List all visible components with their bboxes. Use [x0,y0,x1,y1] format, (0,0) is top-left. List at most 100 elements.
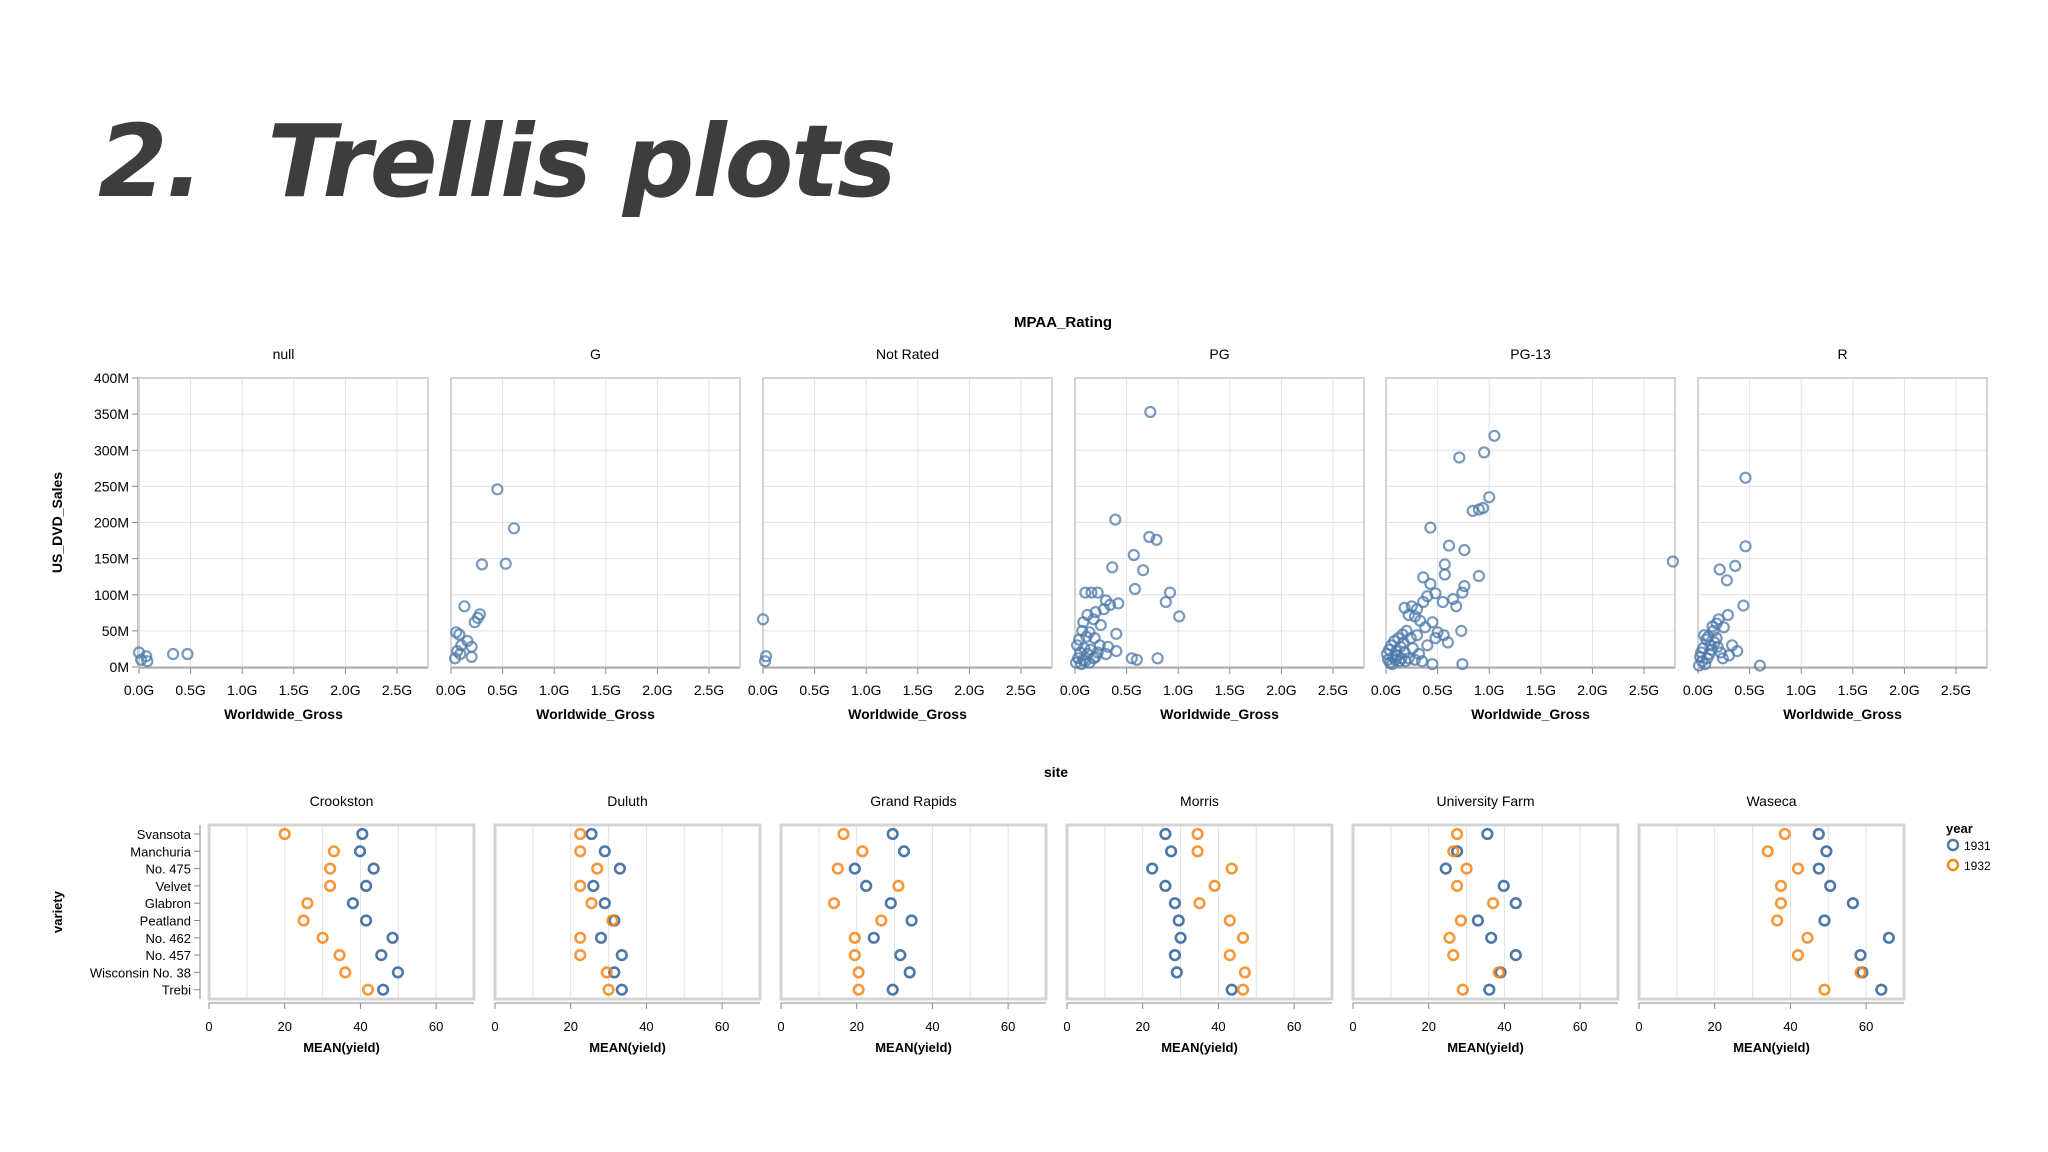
facet-label: PG [1209,346,1229,362]
data-point-1932 [1450,827,1464,841]
x-tick-label: 0.5G [175,682,205,698]
y-tick-label: No. 462 [145,931,191,946]
data-point-1932 [574,827,587,841]
data-point [1402,608,1415,622]
data-point-1932 [1486,897,1500,910]
data-point-1932 [361,983,375,996]
data-point-1932 [837,827,850,841]
x-axis-label: Worldwide_Gross [1471,706,1590,722]
data-point-1931 [1146,862,1159,875]
data-point [449,652,462,665]
x-tick-label: 2.5G [1941,682,1971,698]
data-point-1931 [1824,879,1837,893]
x-axis-label: Worldwide_Gross [224,706,343,722]
data-point-1931 [615,948,628,962]
data-point [756,613,770,626]
data-point-1931 [356,827,369,841]
slide-title: 2. Trellis plots [98,103,897,220]
panel-frame [493,823,762,1001]
facet-label: Morris [1180,793,1219,809]
data-point [1472,569,1486,583]
data-point [507,522,521,535]
data-point [1450,600,1463,613]
data-point [181,647,194,661]
facet-label: PG-13 [1510,346,1551,362]
data-point-1931 [360,914,373,927]
x-axis-label: Worldwide_Gross [1160,706,1279,722]
data-point [1739,540,1752,553]
data-point-1932 [1791,948,1805,962]
data-point [1466,504,1479,517]
data-point [1094,618,1107,632]
data-point [1106,561,1119,574]
x-axis-label: Worldwide_Gross [1783,706,1902,722]
facet-panel-pg-13: PG-13 0.0G 0.5G 1.0G 1.5G 2.0G 2.5G Worldwide_G… [1371,346,1680,722]
data-point [759,650,773,663]
data-point-1932 [574,931,587,944]
y-tick-label: Manchuria [130,844,191,859]
x-tick-label: 20 [277,1019,291,1034]
data-point [1731,644,1744,658]
data-point-1931 [1820,845,1833,858]
x-tick-label: 1.5G [279,682,309,698]
data-point-1931 [886,983,899,996]
data-point-1932 [297,914,310,927]
facet-label: Grand Rapids [870,793,956,809]
panel-frame [207,823,476,1001]
x-tick-label: 0.5G [487,682,517,698]
y-tick-label: 350M [94,406,129,422]
y-tick-label: Svansota [137,827,192,842]
y-tick-label: Velvet [156,879,192,894]
y-tick-label: Wisconsin No. 38 [90,965,191,980]
data-point [1710,617,1723,630]
x-tick-label: 20 [563,1019,577,1034]
x-tick-label: 60 [1001,1019,1015,1034]
x-tick-label: 0.0G [1683,682,1713,698]
facet-label: null [273,346,295,362]
legend-symbol-1932 [1946,858,1960,872]
x-tick-label: 2.5G [694,682,724,698]
x-tick-label: 1.0G [539,682,569,698]
x-tick-label: 60 [715,1019,729,1034]
x-tick-label: 0.0G [1060,682,1090,698]
data-point-1932 [875,914,888,927]
data-point-1931 [1174,931,1187,944]
data-point-1931 [1875,983,1888,996]
data-point [1429,631,1442,645]
x-tick-label: 0.0G [1371,682,1401,698]
data-point [1127,548,1140,562]
data-point [1483,491,1496,504]
panel-frame [1637,823,1906,1001]
x-tick-label: 0 [1063,1019,1070,1034]
data-point-1932 [327,845,341,858]
data-point [1699,657,1712,671]
data-point [1110,644,1123,658]
data-point-1931 [360,879,373,893]
y-tick-label: No. 457 [145,948,191,963]
data-point-1931 [1164,845,1178,858]
x-tick-label: 1.5G [1215,682,1245,698]
x-tick-label: 20 [1707,1019,1721,1034]
x-tick-label: 0 [491,1019,498,1034]
data-point [1144,405,1157,419]
x-tick-label: 0.5G [1422,682,1452,698]
data-point [1109,513,1122,526]
data-point-1932 [848,948,861,962]
x-axis-label: MEAN(yield) [1733,1040,1810,1055]
facet-panel-duluth: Duluth 0 20 40 60 MEAN(yield) [491,793,762,1055]
data-point-1931 [1846,897,1859,910]
data-point [475,558,489,571]
data-point-1931 [1483,983,1496,996]
x-tick-label: 60 [429,1019,443,1034]
data-point-1931 [587,879,600,893]
facet-label: G [590,346,601,362]
y-tick-label: 0M [110,659,129,675]
data-point-1931 [1497,879,1510,893]
facet-label: Duluth [607,793,647,809]
legend-symbol-1931 [1946,838,1960,852]
facet-panel-not-rated: Not Rated 0.0G 0.5G 1.0G 1.5G 2.0G 2.5G Worldwi… [748,346,1053,722]
data-point [1442,539,1456,552]
x-axis-label: Worldwide_Gross [848,706,967,722]
data-point [1424,577,1437,591]
data-point-1932 [301,897,314,910]
